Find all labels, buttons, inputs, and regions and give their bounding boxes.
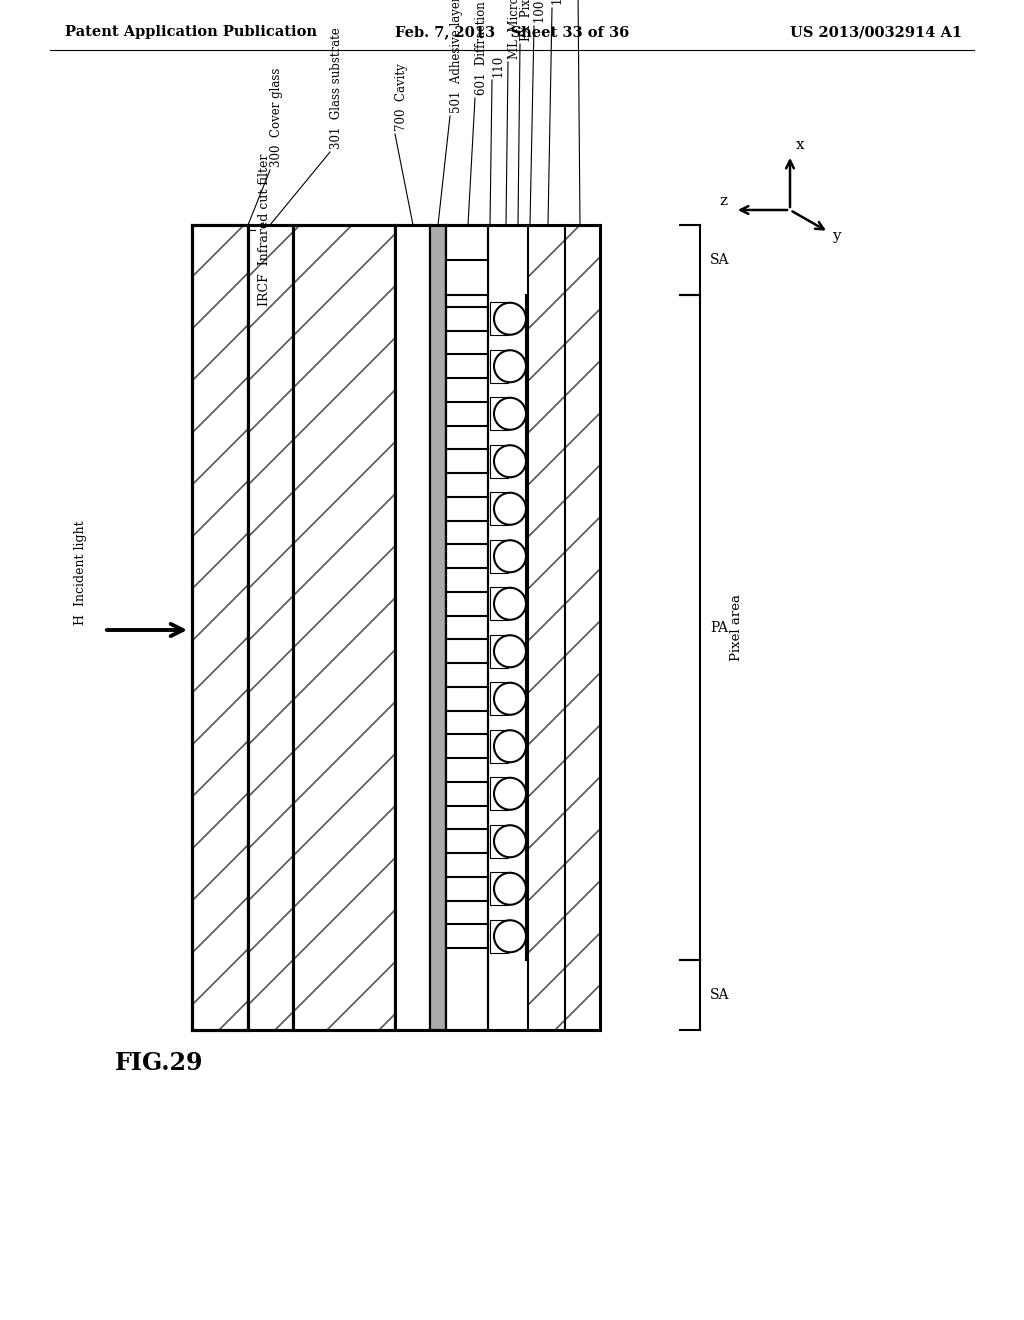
- Circle shape: [494, 540, 526, 573]
- Text: Feb. 7, 2013   Sheet 33 of 36: Feb. 7, 2013 Sheet 33 of 36: [395, 25, 629, 40]
- Text: US 2013/0032914 A1: US 2013/0032914 A1: [790, 25, 962, 40]
- Circle shape: [494, 682, 526, 714]
- Bar: [248, 224, 395, 1030]
- Text: 110: 110: [492, 54, 505, 77]
- Bar: [490, 873, 508, 906]
- Text: y: y: [833, 228, 841, 243]
- Text: SA: SA: [710, 253, 729, 267]
- Bar: [490, 492, 508, 525]
- Text: ML  Microlens: ML Microlens: [508, 0, 521, 59]
- Circle shape: [494, 825, 526, 857]
- Text: IRCF  Infrared cut filter: IRCF Infrared cut filter: [258, 154, 271, 306]
- Circle shape: [494, 350, 526, 383]
- Bar: [490, 587, 508, 620]
- Bar: [446, 260, 488, 294]
- Text: PA: PA: [710, 620, 728, 635]
- Text: 100  Sensor substrate: 100 Sensor substrate: [534, 0, 547, 22]
- Bar: [490, 920, 508, 953]
- Bar: [395, 224, 430, 1030]
- Bar: [490, 302, 508, 335]
- Bar: [490, 445, 508, 478]
- Text: PX  Pixel: PX Pixel: [520, 0, 534, 41]
- Bar: [490, 825, 508, 858]
- Text: x: x: [796, 139, 805, 152]
- Circle shape: [494, 920, 526, 952]
- Bar: [528, 224, 600, 1030]
- Text: SA: SA: [710, 987, 729, 1002]
- Bar: [293, 224, 395, 1030]
- Text: 101  Semiconductor substrate: 101 Semiconductor substrate: [552, 0, 565, 5]
- Circle shape: [494, 492, 526, 525]
- Bar: [490, 730, 508, 763]
- Text: z: z: [719, 194, 727, 209]
- Circle shape: [494, 587, 526, 620]
- Bar: [193, 224, 248, 1030]
- Circle shape: [494, 873, 526, 904]
- Circle shape: [494, 445, 526, 478]
- Bar: [248, 224, 293, 1030]
- Bar: [490, 350, 508, 383]
- Text: 301  Glass substrate: 301 Glass substrate: [330, 28, 343, 149]
- Text: Pixel area: Pixel area: [730, 594, 743, 661]
- Bar: [490, 397, 508, 430]
- Bar: [490, 777, 508, 810]
- Bar: [430, 224, 446, 1030]
- Bar: [193, 224, 248, 1030]
- Text: 300  Cover glass: 300 Cover glass: [270, 67, 283, 168]
- Text: FIG.29: FIG.29: [115, 1051, 204, 1074]
- Bar: [490, 635, 508, 668]
- Circle shape: [494, 777, 526, 809]
- Bar: [490, 682, 508, 715]
- Bar: [446, 224, 488, 1030]
- Circle shape: [494, 397, 526, 430]
- Text: Patent Application Publication: Patent Application Publication: [65, 25, 317, 40]
- Text: H  Incident light: H Incident light: [74, 520, 87, 624]
- Bar: [490, 540, 508, 573]
- Circle shape: [494, 635, 526, 667]
- Circle shape: [494, 302, 526, 335]
- Text: 601  Diffraction grating: 601 Diffraction grating: [475, 0, 488, 95]
- Circle shape: [494, 730, 526, 762]
- Text: 501  Adhesive layer: 501 Adhesive layer: [450, 0, 463, 114]
- Text: 700  Cavity: 700 Cavity: [395, 63, 408, 131]
